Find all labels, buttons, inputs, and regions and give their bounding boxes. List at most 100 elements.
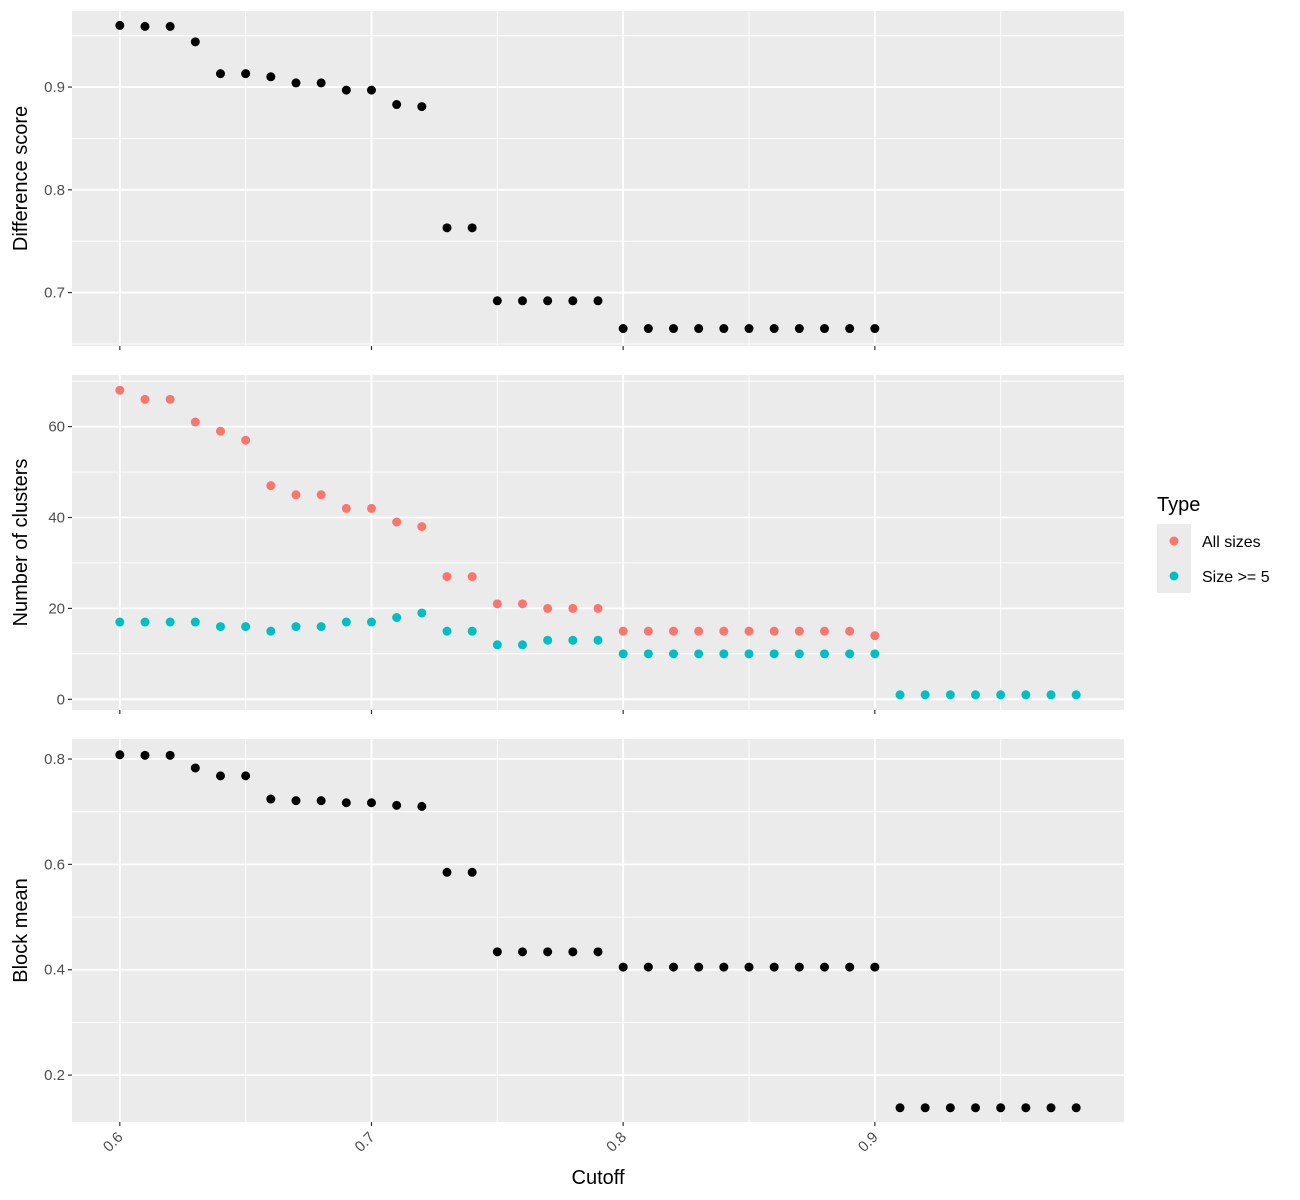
data-point — [341, 617, 351, 627]
data-point — [517, 640, 527, 650]
data-point — [744, 324, 754, 334]
data-point — [1021, 690, 1031, 700]
data-point — [165, 21, 175, 31]
y-axis-title: Difference score — [10, 106, 32, 251]
data-point — [895, 1103, 905, 1113]
y-axis-title: Block mean — [10, 878, 32, 983]
data-point — [366, 503, 376, 513]
data-point — [694, 324, 704, 334]
data-point — [341, 85, 351, 95]
legend-label-all-sizes: All sizes — [1202, 534, 1261, 551]
data-point — [241, 622, 251, 632]
data-point — [643, 649, 653, 659]
data-point — [442, 626, 452, 636]
data-point — [845, 962, 855, 972]
y-tick-label: 20 — [48, 600, 65, 617]
panel-background — [72, 375, 1124, 710]
data-point — [593, 603, 603, 613]
y-tick-label: 0.4 — [44, 962, 65, 979]
data-point — [618, 649, 628, 659]
data-point — [820, 324, 830, 334]
y-tick-label: 0.2 — [44, 1067, 65, 1084]
panel-difference-score: 0.7 0.8 0.9 Difference score — [10, 11, 1124, 350]
data-point — [769, 324, 779, 334]
data-point — [870, 962, 880, 972]
data-point — [618, 962, 628, 972]
series-all-sizes — [115, 385, 880, 641]
data-point — [341, 798, 351, 808]
data-point — [643, 626, 653, 636]
data-point — [719, 962, 729, 972]
panel-background — [72, 11, 1124, 346]
data-point — [870, 649, 880, 659]
data-point — [1046, 690, 1056, 700]
data-point — [366, 798, 376, 808]
data-point — [266, 794, 276, 804]
data-point — [543, 635, 553, 645]
data-point — [543, 296, 553, 306]
data-point — [543, 947, 553, 957]
x-tick-labels: 0.6 0.7 0.8 0.9 — [100, 1129, 882, 1156]
data-point — [366, 85, 376, 95]
data-point — [1071, 690, 1081, 700]
data-point — [568, 635, 578, 645]
data-point — [568, 603, 578, 613]
data-point — [341, 503, 351, 513]
data-point — [618, 324, 628, 334]
data-point — [366, 617, 376, 627]
data-point — [241, 435, 251, 445]
data-point — [417, 522, 427, 532]
data-point — [140, 21, 150, 31]
data-point — [971, 1103, 981, 1113]
panel-block-mean: 0.2 0.4 0.6 0.8 Block mean — [10, 739, 1124, 1126]
data-point — [1046, 1103, 1056, 1113]
data-point — [417, 801, 427, 811]
data-point — [215, 426, 225, 436]
data-point — [190, 617, 200, 627]
data-point — [794, 324, 804, 334]
data-point — [643, 324, 653, 334]
data-point — [517, 599, 527, 609]
legend-key-size-ge-5 — [1169, 571, 1179, 581]
data-point — [769, 649, 779, 659]
data-point — [945, 1103, 955, 1113]
panel-background — [72, 739, 1124, 1122]
data-point — [492, 640, 502, 650]
data-point — [165, 617, 175, 627]
data-point — [215, 69, 225, 79]
data-point — [694, 649, 704, 659]
data-point — [467, 626, 477, 636]
series-points — [115, 20, 880, 334]
data-point — [115, 385, 125, 395]
data-point — [492, 947, 502, 957]
data-point — [392, 100, 402, 110]
data-point — [190, 417, 200, 427]
data-point — [190, 37, 200, 47]
data-point — [920, 690, 930, 700]
data-point — [769, 962, 779, 972]
data-point — [115, 617, 125, 627]
data-point — [769, 626, 779, 636]
data-point — [694, 626, 704, 636]
data-point — [643, 962, 653, 972]
data-point — [669, 626, 679, 636]
data-point — [241, 69, 251, 79]
data-point — [392, 613, 402, 622]
data-point — [241, 771, 251, 781]
data-point — [140, 750, 150, 760]
data-point — [719, 324, 729, 334]
data-point — [820, 649, 830, 659]
y-tick-label: 0 — [57, 691, 65, 708]
data-point — [593, 296, 603, 306]
data-point — [140, 617, 150, 627]
x-tick-label: 0.6 — [100, 1129, 127, 1156]
data-point — [417, 608, 427, 618]
data-point — [392, 517, 402, 527]
data-point — [719, 626, 729, 636]
data-point — [945, 690, 955, 700]
y-tick-label: 0.9 — [44, 79, 65, 96]
data-point — [694, 962, 704, 972]
data-point — [845, 324, 855, 334]
x-tick-label: 0.7 — [352, 1129, 379, 1156]
data-point — [266, 626, 276, 636]
